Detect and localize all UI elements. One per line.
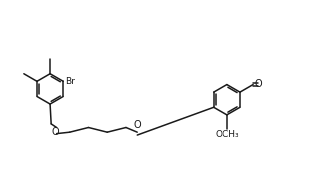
Text: Br: Br (65, 77, 75, 86)
Text: OCH₃: OCH₃ (215, 130, 239, 139)
Text: O: O (133, 120, 141, 130)
Text: O: O (52, 127, 59, 137)
Text: O: O (254, 79, 262, 89)
